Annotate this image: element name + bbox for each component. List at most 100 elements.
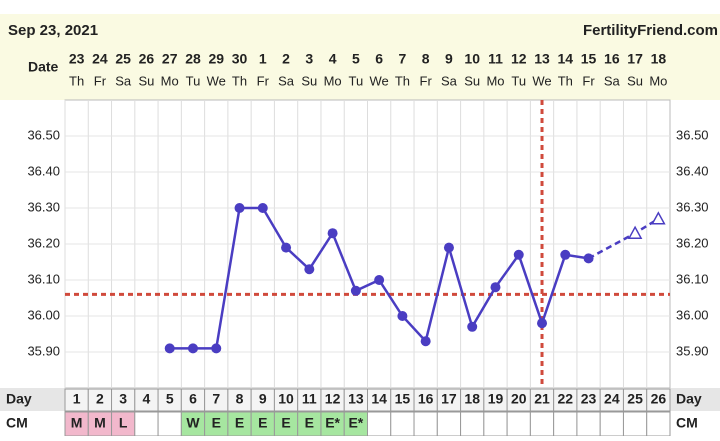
cm-cell [506,411,531,437]
weekday-label: Su [627,73,643,88]
cm-cell [134,411,159,437]
y2-tick-label: 36.10 [676,271,709,286]
temperature-point [304,264,315,275]
site-name: FertilityFriend.com [583,22,718,39]
date-label: Date [28,59,59,75]
day-number: 4 [143,391,151,407]
weekday-label: Mo [486,73,504,88]
date-label-cell: 28 [185,51,201,67]
date-label-cell: 12 [511,51,527,67]
date-label-cell: 11 [488,51,503,67]
temperature-point [490,282,501,293]
cm-cell [622,411,648,437]
date-label-cell: 1 [259,51,267,67]
cm-cell [553,411,578,437]
day-number: 7 [212,391,220,407]
weekday-label: Th [558,73,573,88]
cm-value: E [235,415,244,431]
temperature-point [234,203,245,213]
weekday-label: Sa [278,73,295,88]
weekday-label: Fr [257,73,270,88]
day-number: 21 [534,391,550,407]
y-tick-label: 36.20 [27,235,60,250]
cm-value: E [305,415,314,431]
day-label: Day [6,391,32,407]
cm-value: M [71,415,83,431]
cm-value: E [281,415,290,431]
weekday-label: Fr [94,73,107,88]
weekday-label: Tu [349,73,364,88]
cm-value: E [212,415,221,431]
y-tick-label: 36.10 [27,271,60,286]
weekday-label: Mo [649,73,667,88]
weekday-label: Th [69,73,84,88]
y2-tick-label: 36.40 [676,163,709,178]
chart-date: Sep 23, 2021 [8,22,98,39]
cm-cell [436,411,462,437]
date-label-cell: 17 [627,51,643,67]
temperature-point [257,203,268,213]
y-tick-label: 36.40 [27,163,60,178]
weekday-label: Th [232,73,247,88]
day-number: 26 [651,391,667,407]
day-number: 15 [395,391,411,407]
temperature-point [397,311,408,321]
cm-value: L [119,415,128,431]
day-number: 8 [236,391,244,407]
temperature-point [513,249,524,260]
day-number: 18 [464,391,480,407]
weekday-label: Su [301,73,317,88]
y-tick-label: 36.30 [27,199,60,214]
y-tick-label: 36.00 [27,307,60,322]
cm-label-right: CM [676,415,698,431]
date-label-cell: 6 [375,51,383,67]
day-number: 25 [627,391,643,407]
cm-value: W [186,415,200,431]
cm-cell [599,411,624,437]
cm-cell [576,411,601,437]
header-background [0,14,720,100]
weekday-label: Sa [441,73,458,88]
date-label-cell: 23 [69,51,85,67]
date-label-cell: 8 [422,51,430,67]
temperature-point [211,343,222,354]
weekday-label: We [370,73,389,88]
cm-cell [460,411,485,437]
temperature-point [560,249,571,260]
temperature-point [350,285,361,296]
temperature-point [443,242,454,253]
cm-label: CM [6,415,28,431]
temperature-point [281,242,292,253]
day-number: 5 [166,391,174,407]
weekday-label: Sa [115,73,132,88]
y-tick-label: 35.90 [27,343,60,358]
day-label-right: Day [676,391,702,407]
day-number: 9 [259,391,267,407]
date-label-cell: 9 [445,51,453,67]
date-label-cell: 30 [232,51,248,67]
day-number: 2 [96,391,104,407]
cm-cell [483,411,508,437]
date-label-cell: 5 [352,51,360,67]
date-label-cell: 2 [282,51,290,67]
temperature-point [420,336,431,347]
day-number: 14 [371,391,387,407]
date-label-cell: 25 [115,51,131,67]
projected-point [627,225,643,239]
day-number: 16 [418,391,434,407]
day-number: 20 [511,391,527,407]
y2-tick-label: 36.50 [676,127,709,142]
date-label-cell: 16 [604,51,620,67]
date-label-cell: 10 [464,51,480,67]
cm-cell [529,411,555,437]
temperature-point [467,321,478,332]
cm-value: E* [348,415,363,431]
day-number: 1 [73,391,81,407]
weekday-label: Mo [161,73,179,88]
day-number: 19 [488,391,504,407]
day-number: 17 [441,391,457,407]
date-label-cell: 18 [651,51,667,67]
weekday-label: Fr [420,73,433,88]
day-number: 12 [325,391,341,407]
weekday-label: Tu [511,73,526,88]
